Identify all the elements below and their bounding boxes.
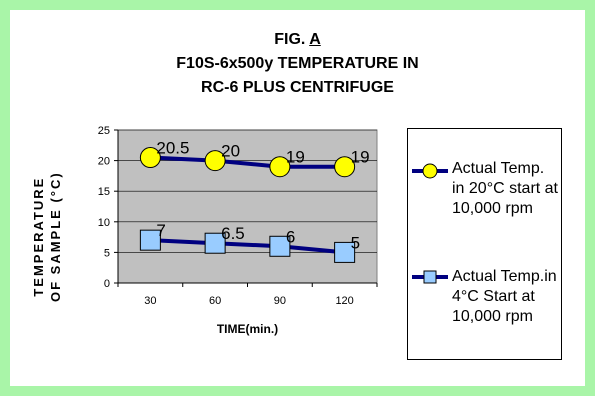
data-point-series-1	[334, 156, 356, 178]
figure-panel: FIG. A F10S-6x500y TEMPERATURE IN RC-6 P…	[10, 10, 585, 386]
x-tick-label: 60	[209, 295, 221, 307]
legend-swatches	[412, 163, 448, 284]
x-tick-label: 120	[335, 295, 353, 307]
data-point-series-2	[139, 229, 161, 251]
title-line-1: FIG. A	[10, 28, 585, 52]
series-line-1	[150, 155, 345, 169]
y-tick-label: 5	[104, 247, 110, 259]
title-letter: A	[309, 31, 321, 48]
legend-label-series-2-line-3: 10,000 rpm	[452, 308, 533, 325]
chart-svg: 0 5 10 15 20 25 30 60 90 120 TIME(min.) 20.5 20 19 19 7…	[98, 125, 378, 336]
x-tick-label: 90	[274, 295, 286, 307]
y-tick-label: 25	[98, 125, 110, 137]
legend-label-series-1-line-1: Actual Temp.	[452, 160, 545, 177]
title-line-3: RC-6 PLUS CENTRIFUGE	[201, 79, 394, 96]
legend-label-series-1: Actual Temp. in 20°C start at 10,000 rpm	[452, 159, 558, 219]
data-point-series-2	[334, 241, 356, 263]
data-label-series-1: 19	[351, 148, 370, 167]
y-tick-label: 0	[104, 278, 110, 290]
data-label-series-2: 5	[351, 233, 360, 252]
data-label-series-1: 20	[221, 142, 240, 161]
x-tick-label: 30	[144, 295, 156, 307]
data-label-series-2: 6.5	[221, 224, 245, 243]
legend-marker-series-2	[423, 270, 437, 284]
data-point-series-1	[139, 147, 161, 169]
legend-label-series-1-line-2: in 20°C start at	[452, 180, 558, 197]
data-point-series-1	[204, 150, 226, 172]
series-line-2	[150, 238, 345, 255]
legend: Actual Temp. in 20°C start at 10,000 rpm…	[407, 128, 562, 360]
plot-area	[117, 129, 378, 284]
data-point-series-2	[269, 235, 291, 257]
y-tick-label: 15	[98, 186, 110, 198]
data-label-series-1: 19	[286, 148, 305, 167]
legend-label-series-2: Actual Temp.in 4°C Start at 10,000 rpm	[452, 267, 557, 327]
y-tick-label: 20	[98, 156, 110, 168]
legend-marker-series-1	[422, 163, 438, 179]
data-label-series-2: 7	[156, 221, 165, 240]
data-point-series-2	[204, 232, 226, 254]
data-label-series-1: 20.5	[156, 139, 189, 158]
y-tick-label: 10	[98, 217, 110, 229]
legend-label-series-2-line-1: Actual Temp.in	[452, 268, 557, 285]
data-point-series-1	[269, 156, 291, 178]
title-line-2: F10S-6x500y TEMPERATURE IN	[176, 55, 419, 72]
data-label-series-2: 6	[286, 227, 295, 246]
chart-title: FIG. A F10S-6x500y TEMPERATURE IN RC-6 P…	[10, 28, 585, 100]
legend-label-series-2-line-2: 4°C Start at	[452, 288, 535, 305]
title-prefix: FIG.	[274, 31, 310, 48]
x-axis-title: TIME(min.)	[217, 322, 278, 336]
legend-label-series-1-line-3: 10,000 rpm	[452, 200, 533, 217]
